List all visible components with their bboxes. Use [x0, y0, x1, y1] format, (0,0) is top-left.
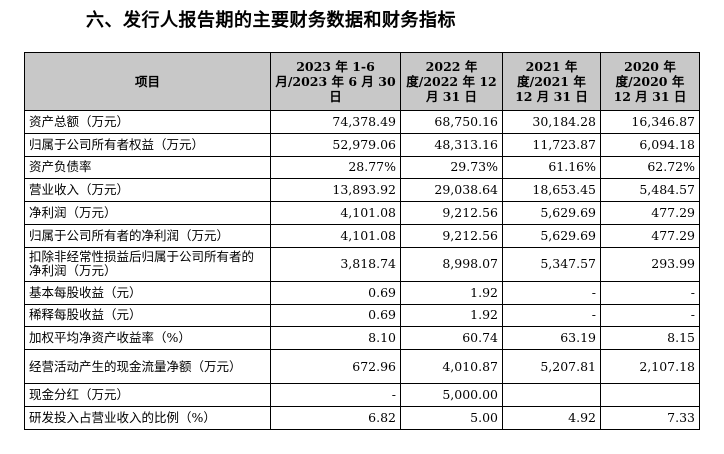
- financial-table: 项目 2023 年 1-6 月/2023 年 6 月 30 日 2022 年度/…: [24, 52, 700, 430]
- value-cell: 18,653.45: [502, 178, 601, 203]
- table-row: 营业收入（万元） 13,893.92 29,038.64 18,653.45 5,484…: [24, 178, 700, 203]
- value-cell: 4,101.08: [270, 223, 401, 248]
- header-2022: 2022 年度/2022 年 12 月 31 日: [400, 52, 503, 111]
- section-title: 六、发行人报告期的主要财务数据和财务指标: [86, 10, 456, 31]
- row-label: 稀释每股收益（元）: [24, 303, 271, 328]
- value-cell: 62.72%: [600, 155, 700, 180]
- value-cell: 5.00: [400, 405, 503, 430]
- value-cell: 29.73%: [400, 155, 503, 180]
- value-cell: -: [502, 303, 601, 328]
- table-header-row: 项目 2023 年 1-6 月/2023 年 6 月 30 日 2022 年度/…: [24, 52, 700, 111]
- value-cell: 29,038.64: [400, 178, 503, 203]
- value-cell: 477.29: [600, 201, 700, 225]
- table-row: 研发投入占营业收入的比例（%） 6.82 5.00 4.92 7.33: [24, 405, 700, 430]
- value-cell: 1.92: [400, 280, 503, 305]
- row-label: 经营活动产生的现金流量净额（万元）: [24, 349, 271, 385]
- value-cell: 5,347.57: [502, 246, 601, 282]
- value-cell: 0.69: [270, 303, 401, 328]
- value-cell: 48,313.16: [400, 132, 503, 157]
- table-row: 资产负债率 28.77% 29.73% 61.16% 62.72%: [24, 155, 700, 180]
- value-cell: 4,010.87: [400, 349, 503, 385]
- table-row: 稀释每股收益（元） 0.69 1.92- -: [24, 303, 700, 328]
- value-cell: 16,346.87: [600, 110, 700, 134]
- value-cell: 0.69: [270, 280, 401, 305]
- value-cell: 5,207.81: [502, 349, 601, 385]
- value-cell: 28.77%: [270, 155, 401, 180]
- value-cell: 68,750.16: [400, 110, 503, 134]
- value-cell: 11,723.87: [502, 132, 601, 157]
- row-label: 扣除非经常性损益后归属于公司所有者的净利润（万元）: [24, 246, 271, 282]
- table-row: 现金分红（万元） -5,000.00: [24, 383, 700, 407]
- table-row: 净利润（万元） 4,101.08 9,212.56 5,629.69 477.29: [24, 201, 700, 225]
- row-label: 资产总额（万元）: [24, 110, 271, 134]
- table-row: 基本每股收益（元） 0.69 1.92- -: [24, 280, 700, 305]
- value-cell: 6.82: [270, 405, 401, 430]
- value-cell: -: [600, 303, 700, 328]
- header-2023h1: 2023 年 1-6 月/2023 年 6 月 30 日: [270, 52, 401, 111]
- value-cell: 74,378.49: [270, 110, 401, 134]
- row-label: 资产负债率: [24, 155, 271, 180]
- value-cell: 13,893.92: [270, 178, 401, 203]
- value-cell: 60.74: [400, 326, 503, 351]
- value-cell: 5,000.00: [400, 383, 503, 407]
- header-2020: 2020 年度/2020 年 12 月 31 日: [600, 52, 700, 111]
- value-cell: 30,184.28: [502, 110, 601, 134]
- table-row: 加权平均净资产收益率（%） 8.10 60.74 63.19 8.15: [24, 326, 700, 351]
- value-cell: 4,101.08: [270, 201, 401, 225]
- row-label: 归属于公司所有者的净利润（万元）: [24, 223, 271, 248]
- value-cell: 63.19: [502, 326, 601, 351]
- table-row: 归属于公司所有者权益（万元） 52,979.06 48,313.16 11,723.8…: [24, 132, 700, 157]
- value-cell: 8.10: [270, 326, 401, 351]
- row-label: 研发投入占营业收入的比例（%）: [24, 405, 271, 430]
- row-label: 净利润（万元）: [24, 201, 271, 225]
- value-cell: 3,818.74: [270, 246, 401, 282]
- value-cell: -: [600, 280, 700, 305]
- value-cell: 5,629.69: [502, 223, 601, 248]
- table-row: 经营活动产生的现金流量净额（万元） 672.96 4,010.87 5,207.81 2…: [24, 349, 700, 385]
- value-cell: [502, 383, 601, 407]
- row-label: 基本每股收益（元）: [24, 280, 271, 305]
- row-label: 归属于公司所有者权益（万元）: [24, 132, 271, 157]
- value-cell: 52,979.06: [270, 132, 401, 157]
- value-cell: 5,484.57: [600, 178, 700, 203]
- value-cell: -: [502, 280, 601, 305]
- row-label: 营业收入（万元）: [24, 178, 271, 203]
- table-body: 资产总额（万元） 74,378.49 68,750.16 30,184.28 16,34…: [24, 110, 700, 430]
- row-label: 现金分红（万元）: [24, 383, 271, 407]
- value-cell: 9,212.56: [400, 201, 503, 225]
- value-cell: 4.92: [502, 405, 601, 430]
- row-label: 加权平均净资产收益率（%）: [24, 326, 271, 351]
- value-cell: 672.96: [270, 349, 401, 385]
- value-cell: 8.15: [600, 326, 700, 351]
- value-cell: 6,094.18: [600, 132, 700, 157]
- table-row: 扣除非经常性损益后归属于公司所有者的净利润（万元） 3,818.74 8,998.0…: [24, 246, 700, 282]
- value-cell: 9,212.56: [400, 223, 503, 248]
- header-2021: 2021 年度/2021 年 12 月 31 日: [502, 52, 601, 111]
- table-row: 归属于公司所有者的净利润（万元） 4,101.08 9,212.56 5,629.69…: [24, 223, 700, 248]
- value-cell: 61.16%: [502, 155, 601, 180]
- value-cell: 477.29: [600, 223, 700, 248]
- value-cell: 1.92: [400, 303, 503, 328]
- value-cell: [600, 383, 700, 407]
- value-cell: -: [270, 383, 401, 407]
- header-item: 项目: [24, 52, 271, 111]
- value-cell: 8,998.07: [400, 246, 503, 282]
- value-cell: 7.33: [600, 405, 700, 430]
- table-row: 资产总额（万元） 74,378.49 68,750.16 30,184.28 16,34…: [24, 110, 700, 134]
- value-cell: 293.99: [600, 246, 700, 282]
- value-cell: 2,107.18: [600, 349, 700, 385]
- value-cell: 5,629.69: [502, 201, 601, 225]
